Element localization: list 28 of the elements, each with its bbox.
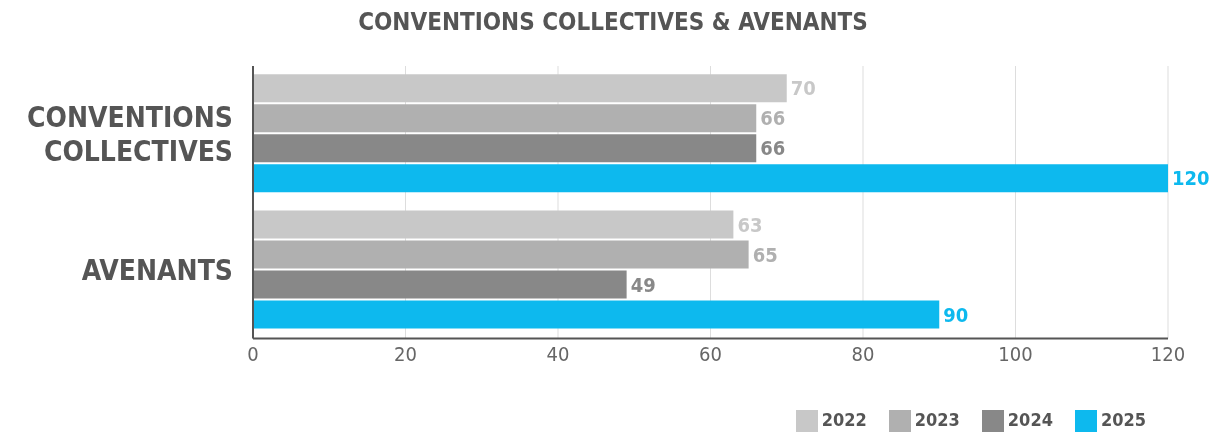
data-label: 66 bbox=[760, 106, 786, 131]
bar bbox=[253, 210, 734, 239]
legend-label: 2022 bbox=[821, 408, 867, 430]
data-label: 49 bbox=[630, 272, 656, 297]
bar bbox=[253, 164, 1168, 193]
bar bbox=[253, 240, 749, 269]
x-tick-label: 20 bbox=[394, 341, 417, 366]
bar bbox=[253, 300, 940, 329]
x-tick-label: 60 bbox=[699, 341, 722, 366]
bar bbox=[253, 134, 757, 163]
bar bbox=[253, 104, 757, 133]
bar bbox=[253, 270, 627, 299]
y-tick-label: AVENANTS bbox=[81, 254, 233, 288]
x-tick-label: 80 bbox=[851, 341, 875, 366]
data-label: 65 bbox=[752, 242, 778, 267]
legend-label: 2024 bbox=[1007, 408, 1053, 430]
x-tick-label: 120 bbox=[1150, 341, 1186, 366]
data-label: 120 bbox=[1172, 166, 1210, 191]
x-tick-label: 40 bbox=[546, 341, 570, 366]
data-label: 90 bbox=[943, 302, 969, 327]
legend-label: 2023 bbox=[914, 408, 960, 430]
legend-label: 2025 bbox=[1100, 408, 1146, 430]
bar bbox=[253, 74, 787, 103]
x-tick-label: 0 bbox=[247, 341, 259, 366]
data-label: 66 bbox=[760, 136, 786, 161]
y-tick-label: CONVENTIONS COLLECTIVES bbox=[27, 101, 233, 169]
chart-title: CONVENTIONS COLLECTIVES & AVENANTS bbox=[357, 8, 869, 38]
x-tick-label: 100 bbox=[998, 341, 1033, 366]
